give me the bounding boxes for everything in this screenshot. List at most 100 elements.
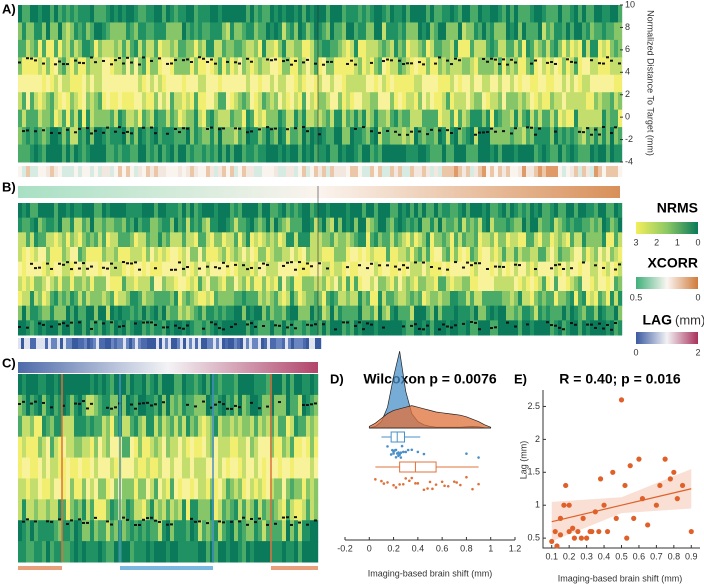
heatmap-cell (586, 57, 591, 76)
trace-dot (394, 265, 397, 268)
heatmap-cell (94, 478, 99, 500)
heatmap-cell (498, 261, 503, 277)
heatmap-cell (486, 144, 491, 163)
heatmap-cell (166, 436, 171, 459)
heatmap-cell (42, 22, 47, 41)
heatmap-cell (134, 499, 139, 521)
trace-dot (610, 328, 613, 331)
heatmap-cell (226, 5, 231, 23)
heatmap-cell (162, 457, 167, 479)
heatmap-cell (74, 261, 79, 277)
heatmap-cell (286, 457, 291, 479)
strip-cell (590, 166, 595, 177)
heatmap-cell (174, 276, 179, 292)
heatmap-cell (502, 217, 507, 233)
trace-dot (494, 265, 497, 268)
trace-dot (326, 267, 329, 270)
heatmap-cell (462, 276, 467, 292)
heatmap-cell (586, 92, 591, 111)
heatmap-cell (70, 22, 75, 41)
trace-dot (110, 523, 113, 526)
heatmap-cell (298, 127, 303, 146)
heatmap-cell (214, 127, 219, 146)
heatmap-cell (206, 22, 211, 41)
point (394, 448, 398, 452)
heatmap-cell (490, 305, 495, 321)
heatmap-cell (478, 217, 483, 233)
heatmap-cell (330, 320, 335, 336)
heatmap-cell (410, 261, 415, 277)
heatmap-cell (234, 541, 239, 563)
heatmap-cell (194, 22, 199, 41)
heatmap-cell (58, 415, 63, 438)
strip-cell (57, 338, 61, 349)
heatmap-cell (142, 109, 147, 128)
heatmap-cell (74, 247, 79, 263)
heatmap-cell (142, 291, 147, 307)
heatmap-cell (298, 499, 303, 521)
heatmap-cell (414, 217, 419, 233)
heatmap-cell (286, 144, 291, 163)
heatmap-cell (194, 415, 199, 438)
trace-dot (590, 59, 593, 62)
heatmap-cell (158, 57, 163, 76)
heatmap-cell (234, 499, 239, 521)
heatmap-cell (94, 436, 99, 459)
heatmap-cell (190, 74, 195, 93)
heatmap-cell (190, 5, 195, 23)
heatmap-cell (50, 127, 55, 146)
heatmap-cell (474, 39, 479, 58)
heatmap-cell (514, 291, 519, 307)
strip-cell (99, 338, 103, 349)
heatmap-cell (570, 22, 575, 41)
heatmap-cell (258, 478, 263, 500)
heatmap-cell (266, 415, 271, 438)
heatmap-cell (142, 457, 147, 479)
strip-cell (174, 338, 178, 349)
heatmap-cell (218, 22, 223, 41)
heatmap-cell (294, 478, 299, 500)
heatmap-cell (318, 232, 323, 248)
trace-dot (190, 60, 193, 63)
trace-dot (322, 63, 325, 66)
heatmap-cell (350, 109, 355, 128)
heatmap-cell (566, 109, 571, 128)
heatmap-cell (146, 457, 151, 479)
strip-cell (310, 166, 315, 177)
heatmap-cell (26, 5, 31, 23)
heatmap-cell (186, 247, 191, 263)
heatmap-cell (174, 541, 179, 563)
heatmap-cell (154, 457, 159, 479)
heatmap-cell (450, 232, 455, 248)
heatmap-cell (142, 436, 147, 459)
heatmap-cell (274, 57, 279, 76)
heatmap-cell (474, 291, 479, 307)
heatmap-cell (18, 276, 23, 292)
heatmap-cell (258, 92, 263, 111)
heatmap-cell (602, 247, 607, 263)
trace-dot (194, 405, 197, 408)
heatmap-cell (402, 217, 407, 233)
heatmap-cell (18, 499, 23, 521)
heatmap-cell (474, 217, 479, 233)
heatmap-cell (310, 305, 315, 321)
heatmap-cell (394, 22, 399, 41)
heatmap-cell (162, 39, 167, 58)
heatmap-cell (454, 127, 459, 146)
heatmap-cell (518, 5, 523, 23)
heatmap-cell (338, 276, 343, 292)
heatmap-cell (374, 127, 379, 146)
heatmap-cell (234, 261, 239, 277)
trace-dot (218, 520, 221, 523)
heatmap-cell (74, 109, 79, 128)
trace-dot (218, 128, 221, 131)
heatmap-cell (554, 57, 559, 76)
heatmap-cell (278, 478, 283, 500)
heatmap-cell (426, 232, 431, 248)
heatmap-cell (102, 261, 107, 277)
heatmap-cell (158, 217, 163, 233)
heatmap-cell (562, 22, 567, 41)
heatmap-cell (570, 291, 575, 307)
heatmap-cell (534, 291, 539, 307)
heatmap-cell (538, 217, 543, 233)
